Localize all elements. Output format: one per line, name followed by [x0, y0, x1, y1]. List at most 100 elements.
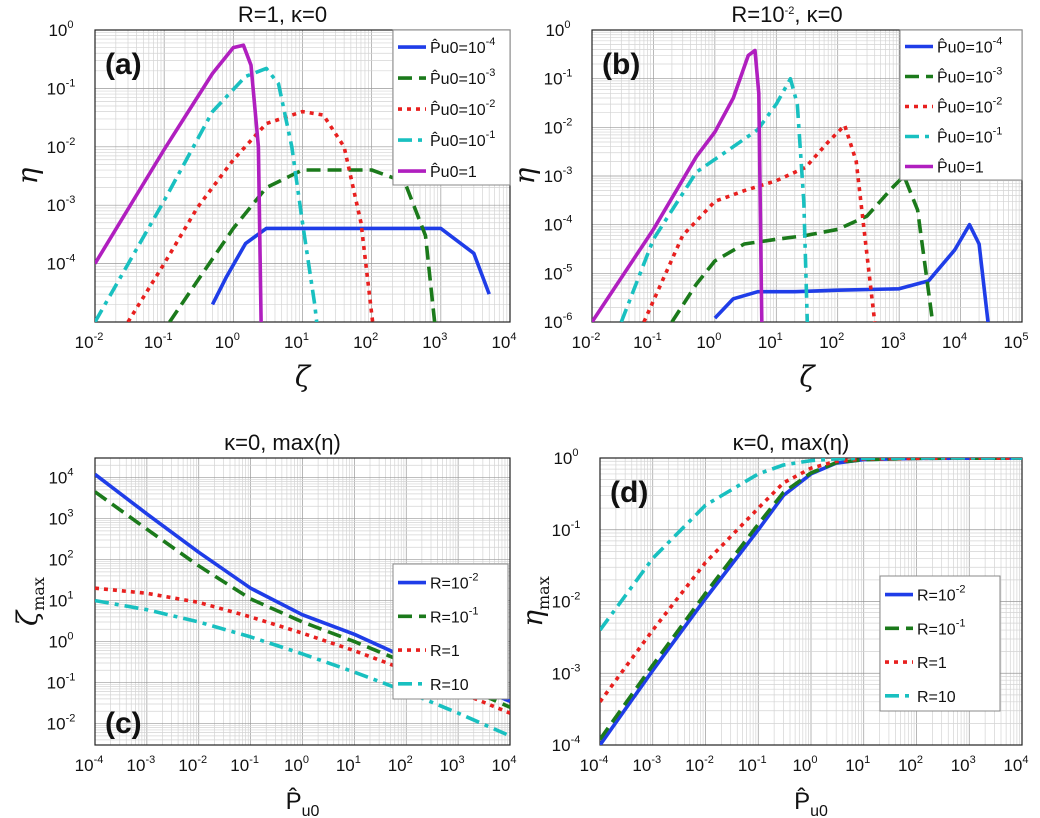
- y-tick-label: 10-1: [47, 77, 76, 98]
- x-axis-label: ζ: [799, 360, 816, 393]
- legend-label: R=10-1: [917, 617, 965, 638]
- y-axis-label: η: [11, 167, 44, 184]
- y-tick-label: 10-4: [552, 734, 581, 755]
- x-tick-label: 10-1: [633, 331, 662, 352]
- legend: R=10-2 R=10-1 R=1 R=10: [879, 575, 1001, 712]
- x-tick-label: 103: [440, 754, 465, 775]
- y-tick-label: 10-1: [552, 519, 581, 540]
- x-tick-label: 104: [942, 331, 967, 352]
- x-tick-label: 10-2: [572, 331, 601, 352]
- series-line: [210, 226, 491, 306]
- x-tick-label: 103: [422, 331, 447, 352]
- x-tick-label: 10-3: [127, 754, 156, 775]
- y-tick-label: 100: [48, 19, 73, 40]
- x-tick-label: 103: [951, 754, 976, 775]
- series-line: [592, 48, 764, 322]
- x-tick-label: 100: [696, 331, 721, 352]
- series-group: [592, 48, 990, 322]
- x-tick-label: 101: [845, 754, 870, 775]
- legend-label: P̂u0=10-2: [430, 98, 495, 119]
- y-tick-label: 10-3: [544, 165, 573, 186]
- panel-a: 10-2 10-1 100 101 102 103 104 10-4 10-3 10-2 10-1 1…: [11, 2, 517, 393]
- series-line: [95, 66, 319, 322]
- y-tick-label: 102: [48, 549, 73, 570]
- y-tick-label: 104: [48, 467, 73, 488]
- panel-c: 10-4 10-3 10-2 10-1 100 101 102 103 104 10-2 10-1 1…: [11, 430, 517, 818]
- y-tick-label: 100: [545, 19, 570, 40]
- y-tick-label: 10-5: [544, 262, 573, 283]
- y-tick-label: 10-2: [47, 713, 76, 734]
- y-tick-label: 10-1: [544, 68, 573, 89]
- series-line: [670, 174, 935, 322]
- legend-label: R=10-2: [430, 572, 478, 593]
- y-tick-label: 10-4: [544, 214, 573, 235]
- x-tick-label: 102: [819, 331, 844, 352]
- x-tick-label: 101: [758, 331, 783, 352]
- series-line: [642, 123, 877, 322]
- y-tick-label: 10-4: [47, 253, 76, 274]
- panel-label: (c): [105, 707, 142, 740]
- series-line: [619, 76, 810, 322]
- legend-box: [879, 575, 1001, 712]
- x-tick-label: 10-4: [580, 754, 609, 775]
- series-line: [95, 43, 263, 322]
- x-tick-label: 103: [881, 331, 906, 352]
- legend-label: P̂u0=1: [430, 161, 477, 181]
- legend: P̂u0=10-4 P̂u0=10-3 P̂u0=10-2 P̂u0=10-1 P̂u0…: [392, 29, 511, 186]
- x-tick-label: 100: [215, 331, 240, 352]
- panel-b: 10-2 10-1 100 101 102 103 104 105 10-6 10-5 10-4 10…: [508, 2, 1029, 393]
- x-tick-label: 102: [388, 754, 413, 775]
- x-tick-label: 101: [336, 754, 361, 775]
- legend-box: [392, 563, 509, 700]
- legend-label: P̂u0=10-1: [430, 129, 495, 150]
- x-tick-label: 10-1: [230, 754, 259, 775]
- legend-label: P̂u0=10-3: [937, 66, 1002, 87]
- panel-d: 10-4 10-3 10-2 10-1 100 101 102 103 104 10-4 10-3 1…: [516, 430, 1029, 818]
- legend-label: P̂u0=10-4: [937, 36, 1002, 57]
- x-tick-label: 104: [491, 754, 516, 775]
- legend-label: R=10: [430, 677, 469, 694]
- series-line: [95, 490, 510, 709]
- y-tick-label: 101: [48, 590, 73, 611]
- legend-label: R=10-2: [917, 584, 965, 605]
- series-line: [95, 598, 510, 738]
- x-tick-label: 105: [1003, 331, 1028, 352]
- y-axis-label: ηmax: [516, 576, 553, 627]
- chart-title: R=10-2, κ=0: [731, 2, 842, 27]
- y-tick-label: 10-3: [47, 194, 76, 215]
- x-tick-label: 104: [491, 331, 516, 352]
- legend-label: P̂u0=10-3: [430, 67, 495, 88]
- legend-label: R=1: [430, 643, 460, 660]
- y-tick-label: 10-1: [47, 672, 76, 693]
- x-tick-label: 102: [353, 331, 378, 352]
- legend-label: P̂u0=10-2: [937, 96, 1002, 117]
- x-axis-label: P̂u0: [794, 787, 828, 818]
- y-tick-label: 100: [48, 631, 73, 652]
- x-tick-label: 100: [284, 754, 309, 775]
- y-axis-label: ζmax: [11, 577, 48, 626]
- x-tick-label: 10-2: [685, 754, 714, 775]
- legend-label: R=10: [917, 689, 956, 706]
- x-tick-label: 101: [284, 331, 309, 352]
- y-tick-label: 10-2: [544, 116, 573, 137]
- x-axis-label: ζ: [295, 360, 312, 393]
- x-tick-label: 10-2: [75, 331, 104, 352]
- series-line: [600, 458, 1022, 632]
- legend-label: P̂u0=1: [937, 157, 984, 177]
- x-tick-label: 10-1: [144, 331, 173, 352]
- series-group: [95, 43, 491, 322]
- x-tick-label: 100: [792, 754, 817, 775]
- legend: R=10-2 R=10-1 R=1 R=10: [392, 563, 509, 700]
- y-axis-label: η: [508, 167, 541, 184]
- legend-label: P̂u0=10-1: [937, 126, 1002, 147]
- y-tick-label: 10-3: [552, 662, 581, 683]
- panel-label: (d): [610, 476, 648, 509]
- chart-title: κ=0, max(η): [224, 430, 341, 455]
- series-line: [168, 168, 437, 322]
- chart-title: κ=0, max(η): [733, 430, 850, 455]
- legend-box: [392, 29, 511, 186]
- x-tick-label: 10-1: [738, 754, 767, 775]
- legend: P̂u0=10-4 P̂u0=10-3 P̂u0=10-2 P̂u0=10-1 P̂u0…: [899, 29, 1023, 181]
- x-tick-label: 10-3: [632, 754, 661, 775]
